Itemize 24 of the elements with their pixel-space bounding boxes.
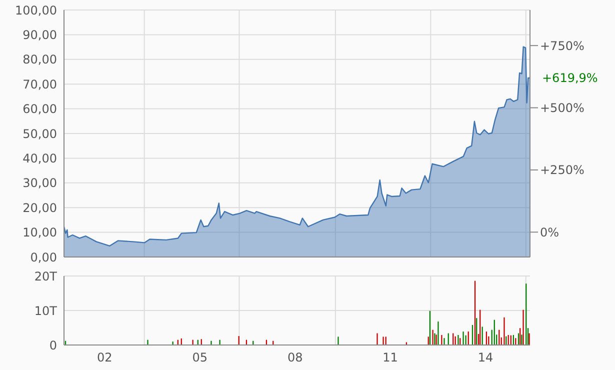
y2-tick-label: 0% xyxy=(540,225,560,240)
y-tick-label: 30,00 xyxy=(22,176,57,190)
y2-tick-label: +500% xyxy=(540,101,584,116)
y-tick-label: 0 xyxy=(49,338,57,352)
y2-tick-label: +250% xyxy=(540,163,584,178)
y-tick-label: 20T xyxy=(34,269,58,284)
y-tick-label: 100,00 xyxy=(15,3,57,18)
y-tick-label: 10T xyxy=(34,304,58,318)
y-tick-label: 80,00 xyxy=(22,52,57,67)
x-tick-label: 14 xyxy=(478,350,494,365)
x-tick-label: 02 xyxy=(96,350,112,365)
y2-tick-label: +750% xyxy=(540,38,584,53)
y-tick-label: 40,00 xyxy=(22,151,57,166)
x-tick-label: 11 xyxy=(382,350,398,365)
y-tick-label: 0,00 xyxy=(30,250,57,264)
y-tick-label: 20,00 xyxy=(22,200,57,215)
y-tick-label: 10,00 xyxy=(22,226,57,240)
annotation: +619,9% xyxy=(542,70,598,85)
x-tick-label: 08 xyxy=(287,350,303,365)
y-tick-label: 50,00 xyxy=(22,126,57,141)
y-tick-label: 70,00 xyxy=(22,77,57,92)
y-tick-label: 60,00 xyxy=(22,102,57,116)
y-tick-label: 90,00 xyxy=(22,28,57,42)
x-tick-label: 05 xyxy=(192,350,208,365)
